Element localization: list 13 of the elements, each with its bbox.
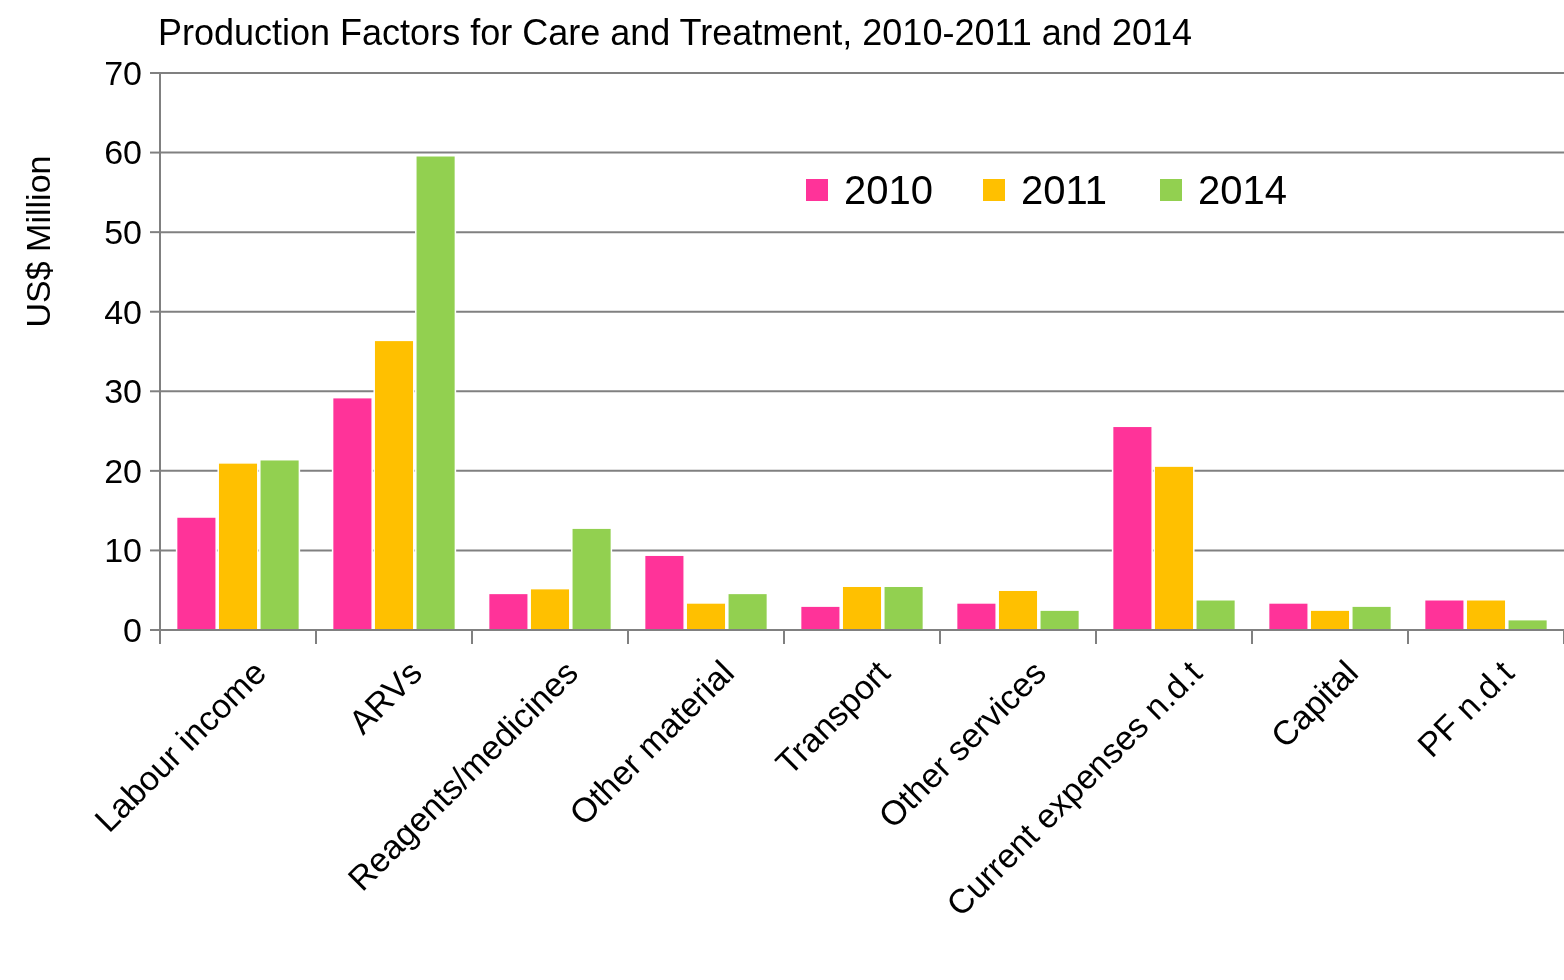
y-tick-label: 50 <box>104 213 142 252</box>
y-tick-label: 10 <box>104 531 142 570</box>
y-tick-label: 20 <box>104 451 142 490</box>
legend-label: 2010 <box>844 168 933 212</box>
y-tick-label: 70 <box>104 53 142 92</box>
chart-title: Production Factors for Care and Treatment, 2010-2011 and 2014 <box>158 12 1192 53</box>
y-tick-label: 30 <box>104 372 142 411</box>
y-axis-title: US$ Million <box>19 155 57 328</box>
legend-label: 2011 <box>1021 168 1108 212</box>
y-tick-label: 60 <box>104 133 142 172</box>
legend-label: 2014 <box>1198 168 1287 212</box>
y-tick-label: 0 <box>123 610 142 649</box>
y-tick-label: 40 <box>104 292 142 331</box>
